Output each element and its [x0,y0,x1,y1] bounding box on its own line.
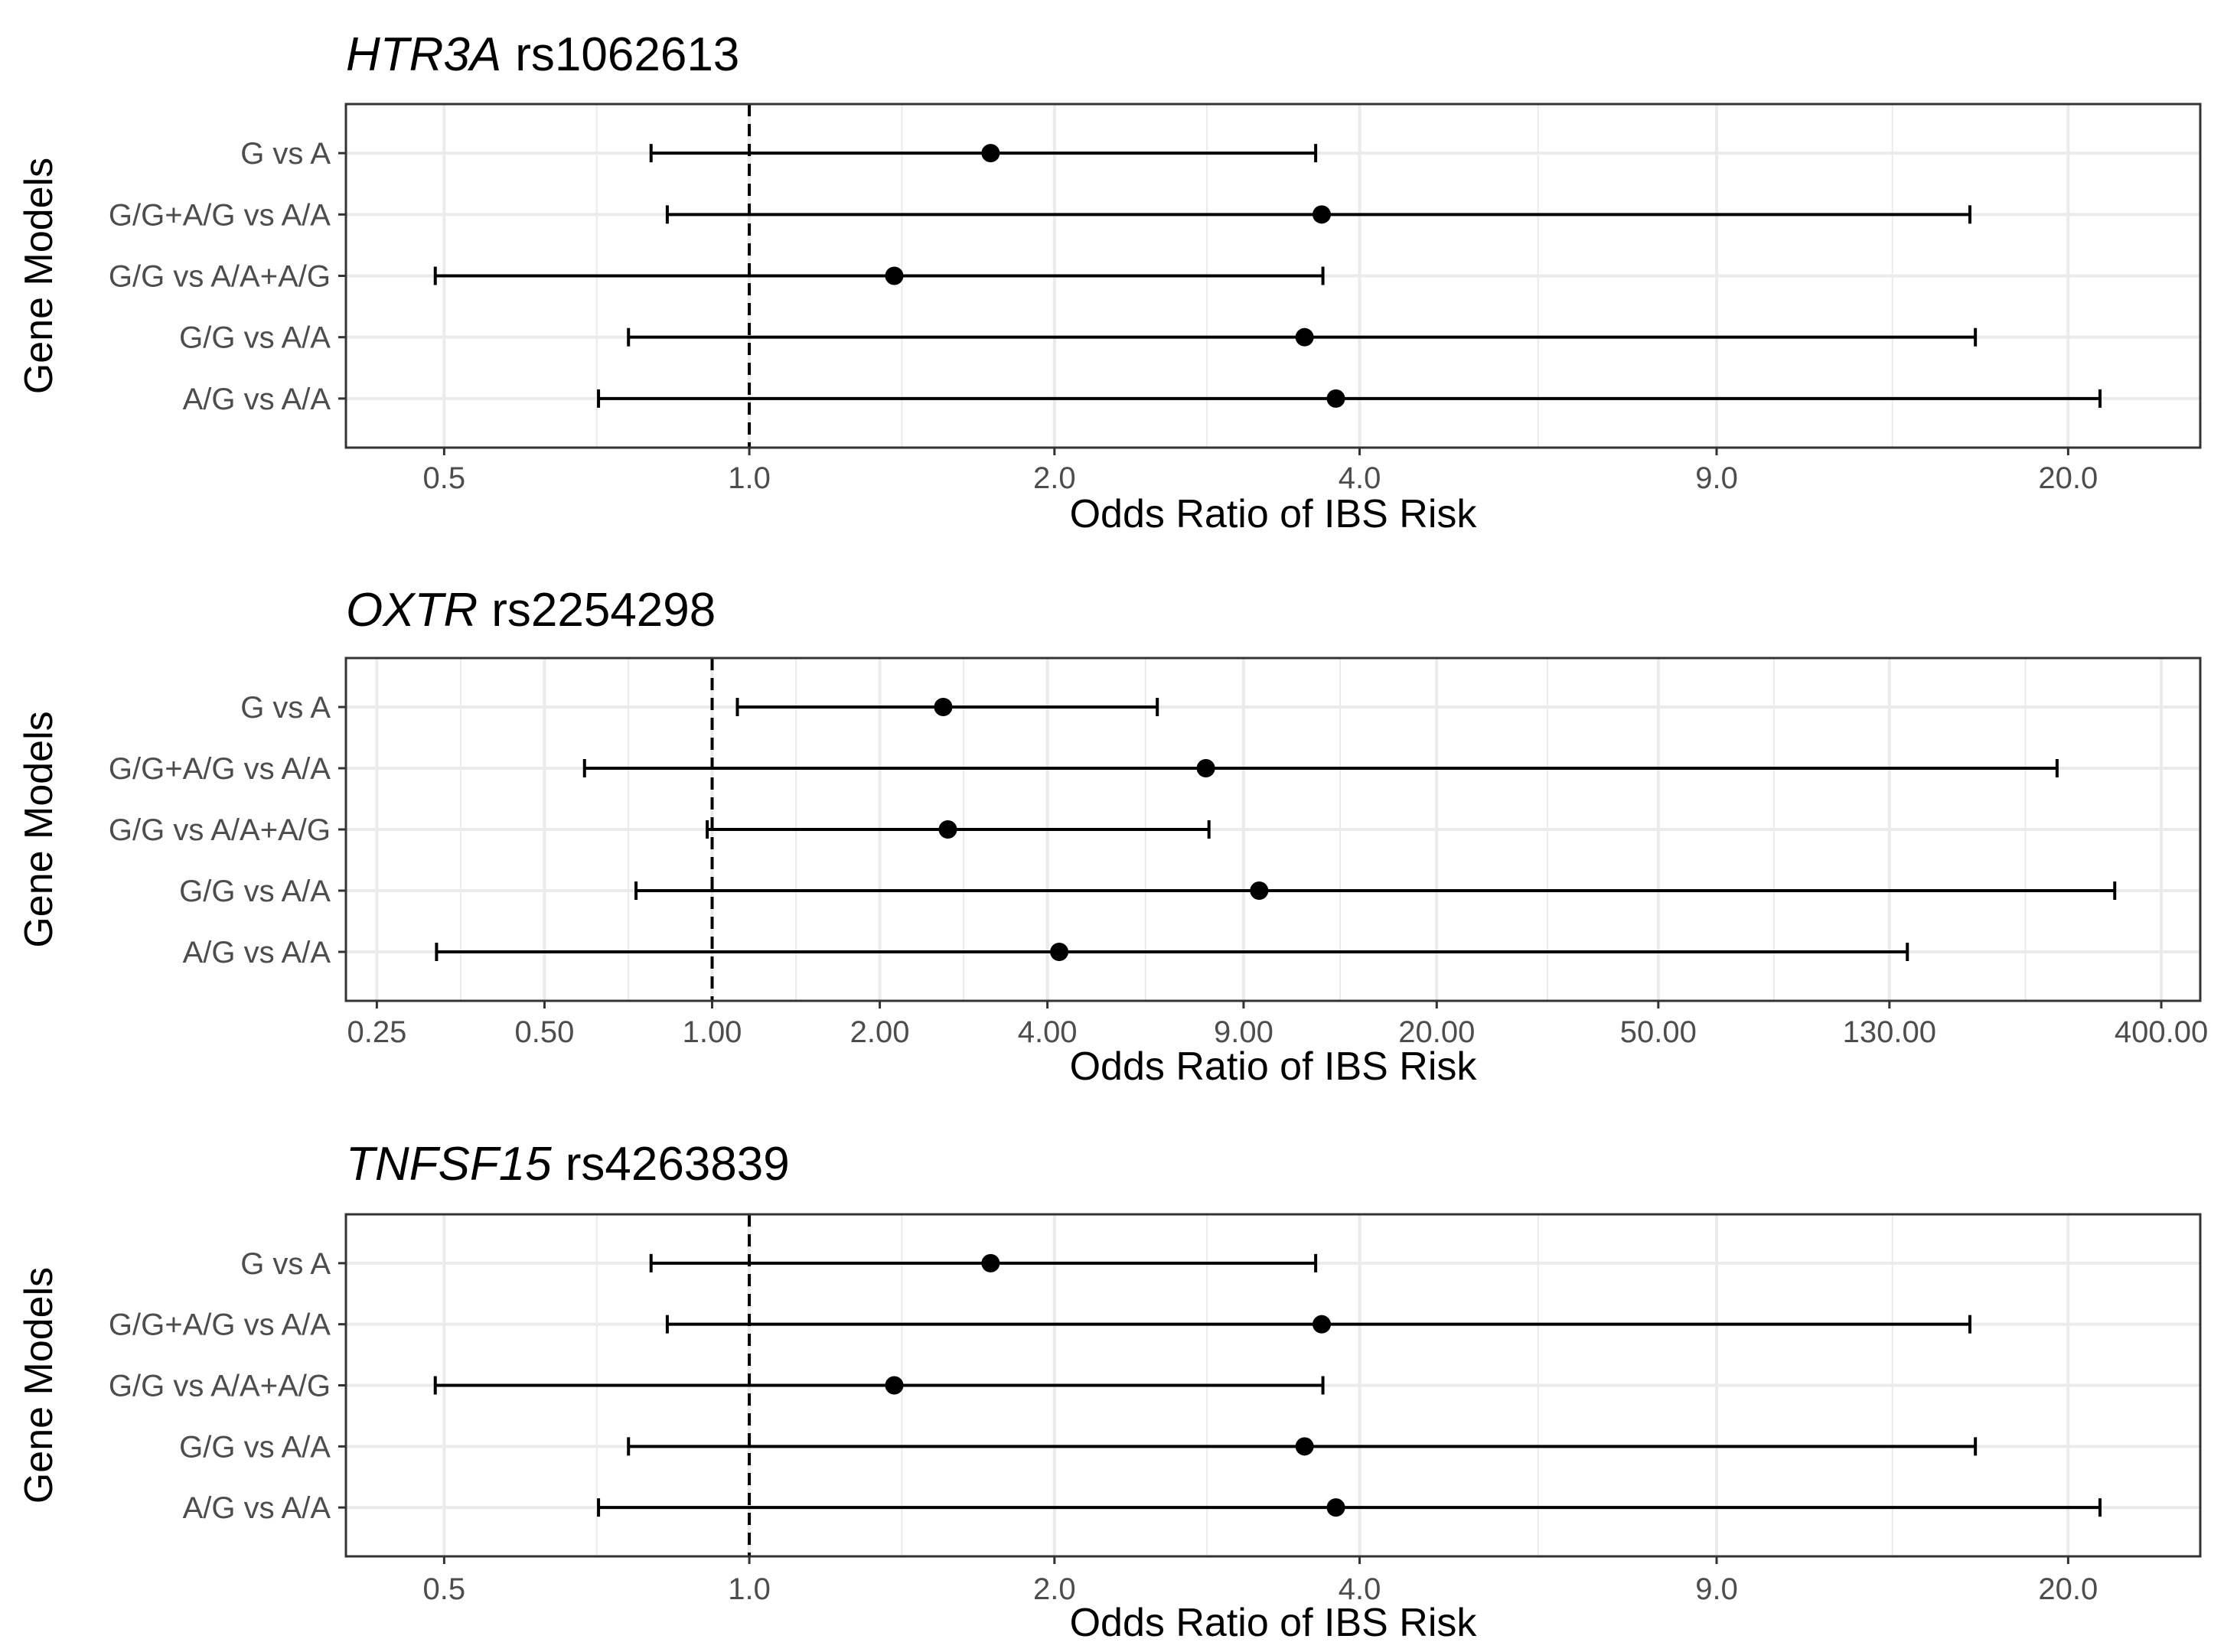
odds-ratio-point [1295,1437,1314,1456]
odds-ratio-point [1250,881,1269,900]
x-tick-label: 2.00 [850,1015,910,1049]
category-label: A/G vs A/A [183,936,331,969]
category-label: A/G vs A/A [183,383,331,416]
estimate-row [735,698,1159,716]
category-label: G/G vs A/A [179,321,331,355]
panel-title: OXTR rs2254298 [346,584,716,637]
category-label: G/G+A/G vs A/A [109,198,331,232]
x-tick-label: 0.50 [515,1015,575,1049]
x-tick-label: 50.00 [1620,1015,1697,1049]
x-axis-title: Odds Ratio of IBS Risk [1070,1601,1478,1645]
forest-panel-3: TNFSF15 rs4263839 G vs A G/G+A/G vs A/A G/G … [17,1138,2202,1645]
odds-ratio-point [981,1253,1000,1272]
x-tick-label: 9.0 [1695,461,1738,495]
odds-ratio-point [981,144,1000,163]
x-tick-label: 9.0 [1695,1572,1738,1606]
x-tick-label: 400.00 [2115,1015,2208,1049]
estimate-row [597,1498,2102,1517]
estimate-row [433,1376,1325,1395]
panel-title-gene: OXTR [346,584,478,637]
estimate-row [597,389,2102,408]
odds-ratio-point [1295,327,1314,347]
category-label: G/G+A/G vs A/A [109,1308,331,1342]
panel-title-gene: HTR3A [346,28,501,81]
odds-ratio-point [934,698,953,716]
category-label: G vs A [240,691,331,725]
x-tick-label: 4.0 [1339,1572,1381,1606]
category-label: G/G vs A/A+A/G [109,260,331,294]
estimate-row [627,327,1978,347]
panel-border [344,657,2202,1002]
odds-ratio-point [885,266,904,285]
x-tick-label: 0.25 [347,1015,406,1049]
estimate-row [435,943,1909,961]
panel-border [344,1213,2202,1558]
category-label: G/G vs A/A [179,1430,331,1464]
estimate-row [634,881,2117,900]
panel-title-snp: rs4263839 [566,1138,790,1191]
y-axis-title: Gene Models [17,1267,61,1504]
estimate-row [665,205,1972,224]
odds-ratio-point [1313,205,1332,224]
forest-panel-2: OXTR rs2254298 G vs A G/G+A/G vs A/A G/G vs … [17,584,2208,1089]
x-tick-label: 4.00 [1018,1015,1078,1049]
estimate-row [627,1437,1978,1456]
x-tick-label: 130.00 [1843,1015,1936,1049]
odds-ratio-point [885,1376,904,1395]
estimate-row [665,1315,1972,1334]
forest-panel-1: HTR3A rs1062613 G vs A G/G+A/G vs A/A G/G vs… [17,28,2202,536]
estimate-row [433,266,1325,285]
category-label: G vs A [240,137,331,171]
x-tick-label: 2.0 [1033,1572,1076,1606]
odds-ratio-point [1326,389,1345,408]
category-label: G/G vs A/A [179,875,331,908]
x-axis-title: Odds Ratio of IBS Risk [1070,1044,1478,1089]
estimate-row [649,1253,1318,1272]
x-tick-label: 4.0 [1339,461,1381,495]
panel-title-snp: rs1062613 [515,28,739,81]
category-label: A/G vs A/A [183,1491,331,1525]
odds-ratio-point [1050,943,1069,961]
x-tick-label: 1.0 [728,1572,771,1606]
x-tick-label: 20.00 [1398,1015,1475,1049]
odds-ratio-point [1326,1498,1345,1517]
x-tick-label: 0.5 [423,1572,466,1606]
x-tick-label: 20.0 [2038,1572,2098,1606]
y-axis-title: Gene Models [17,158,61,394]
x-tick-label: 1.0 [728,461,771,495]
x-tick-label: 1.00 [683,1015,742,1049]
estimate-row [706,820,1211,839]
x-tick-label: 9.00 [1214,1015,1273,1049]
category-label: G vs A [240,1247,331,1281]
panel-title: TNFSF15 rs4263839 [346,1138,790,1191]
odds-ratio-point [938,820,957,839]
x-tick-label: 20.0 [2038,461,2098,495]
category-label: G/G vs A/A+A/G [109,813,331,847]
panel-border [344,103,2202,449]
estimate-row [582,759,2059,777]
x-tick-label: 2.0 [1033,461,1076,495]
x-axis-title: Odds Ratio of IBS Risk [1070,492,1478,536]
panel-title-snp: rs2254298 [491,584,716,637]
odds-ratio-point [1313,1315,1332,1334]
category-label: G/G+A/G vs A/A [109,752,331,786]
category-label: G/G vs A/A+A/G [109,1370,331,1403]
odds-ratio-point [1196,759,1215,777]
estimate-row [649,144,1318,163]
x-tick-label: 0.5 [423,461,466,495]
panel-title-gene: TNFSF15 [346,1138,552,1191]
y-axis-title: Gene Models [17,711,61,947]
panel-title: HTR3A rs1062613 [346,28,739,81]
